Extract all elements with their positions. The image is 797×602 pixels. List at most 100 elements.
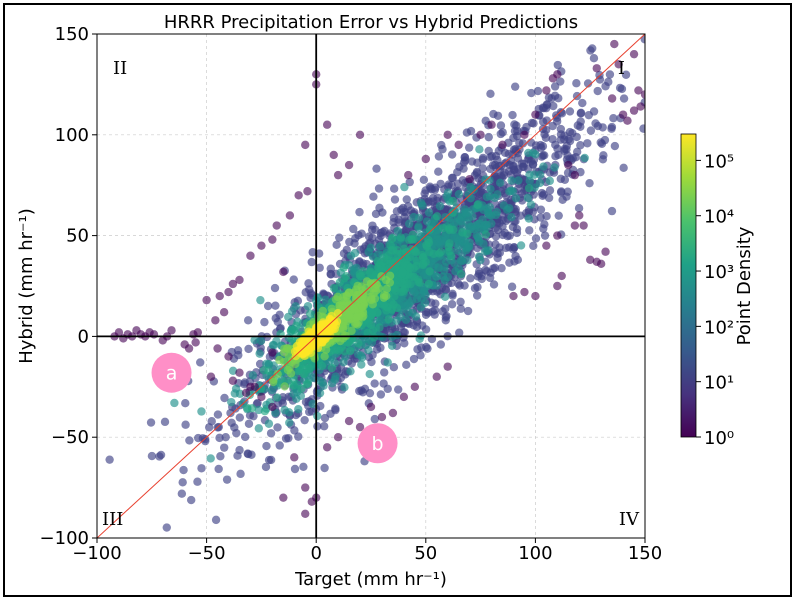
density-point — [260, 317, 269, 327]
density-point — [375, 203, 384, 213]
density-point — [461, 207, 471, 217]
density-point — [177, 489, 187, 498]
density-point — [273, 423, 282, 432]
density-point — [491, 151, 501, 161]
density-point — [361, 283, 370, 293]
scatter-point — [224, 352, 233, 361]
density-point — [508, 110, 517, 120]
density-point — [326, 269, 335, 279]
colorbar-tick-label: 10³ — [704, 262, 734, 283]
density-point — [475, 145, 484, 154]
annotation-badge-b — [357, 423, 398, 464]
density-point — [185, 436, 194, 445]
scatter-point — [432, 372, 441, 381]
density-point — [333, 309, 343, 318]
scatter-point — [219, 308, 229, 317]
density-point — [267, 385, 277, 395]
density-point — [445, 239, 454, 248]
scatter-point — [180, 340, 189, 349]
annotation-label-b: b — [372, 433, 384, 455]
scatter-point — [610, 39, 619, 49]
density-point — [453, 167, 462, 177]
density-point — [586, 46, 595, 55]
scatter-point — [322, 120, 332, 129]
density-point — [649, 152, 657, 160]
density-point — [687, 14, 695, 22]
density-point — [355, 207, 364, 217]
density-point — [390, 324, 400, 333]
density-point — [510, 120, 519, 129]
density-point — [478, 164, 487, 173]
density-point — [454, 189, 464, 199]
density-point — [414, 222, 423, 231]
density-point — [332, 240, 341, 250]
density-point — [250, 335, 259, 345]
density-point — [401, 315, 411, 324]
density-point — [273, 317, 283, 327]
scatter-point — [235, 368, 244, 377]
density-point — [474, 234, 483, 243]
scatter-point — [618, 110, 628, 119]
density-point — [296, 345, 305, 354]
density-point — [146, 418, 156, 427]
density-point — [147, 451, 157, 461]
colorbar-tick-label: 10¹ — [704, 373, 734, 394]
density-point — [433, 193, 442, 203]
density-point — [321, 295, 330, 304]
density-point — [542, 103, 551, 113]
density-point — [431, 183, 440, 192]
density-point — [434, 152, 444, 161]
density-point — [466, 182, 475, 192]
density-point — [247, 450, 256, 459]
density-point — [482, 192, 492, 202]
density-point — [365, 369, 374, 379]
density-point — [659, 152, 667, 160]
density-point — [364, 346, 373, 355]
density-point — [512, 228, 522, 238]
scatter-point — [509, 291, 518, 301]
density-point — [295, 337, 305, 347]
quadrant-label-iii: III — [102, 509, 123, 530]
density-point — [215, 433, 224, 443]
scatter-point — [410, 382, 420, 391]
scatter-point — [303, 187, 312, 196]
quadrant-label-iv: IV — [619, 509, 640, 530]
colorbar-label: Point Density — [734, 226, 755, 345]
density-point — [282, 344, 292, 353]
density-point — [550, 163, 559, 172]
scatter-point — [224, 287, 233, 297]
scatter-point — [235, 275, 244, 285]
density-point — [211, 515, 221, 525]
density-point — [576, 109, 585, 118]
density-point — [468, 212, 477, 221]
density-point — [456, 269, 466, 279]
scatter-point — [465, 174, 474, 184]
density-point — [300, 415, 309, 425]
x-tick-label: −100 — [72, 543, 121, 564]
scatter-point — [228, 279, 238, 289]
density-point — [381, 275, 391, 285]
density-point — [354, 339, 363, 348]
density-point — [412, 294, 422, 304]
density-point — [270, 283, 280, 293]
density-point — [290, 464, 300, 474]
density-point — [441, 313, 451, 322]
density-point — [396, 233, 406, 242]
density-point — [286, 326, 296, 335]
density-point — [553, 60, 563, 70]
density-point — [415, 278, 425, 287]
density-point — [421, 325, 431, 334]
density-point — [256, 336, 266, 346]
density-point — [455, 328, 464, 337]
density-point — [479, 239, 488, 249]
density-point — [552, 113, 562, 123]
density-point — [554, 211, 563, 220]
density-point — [463, 306, 473, 316]
density-point — [402, 255, 411, 264]
density-point — [422, 240, 431, 250]
density-point — [418, 201, 427, 210]
density-point — [345, 310, 354, 320]
density-point — [416, 351, 425, 360]
density-point — [448, 208, 457, 217]
